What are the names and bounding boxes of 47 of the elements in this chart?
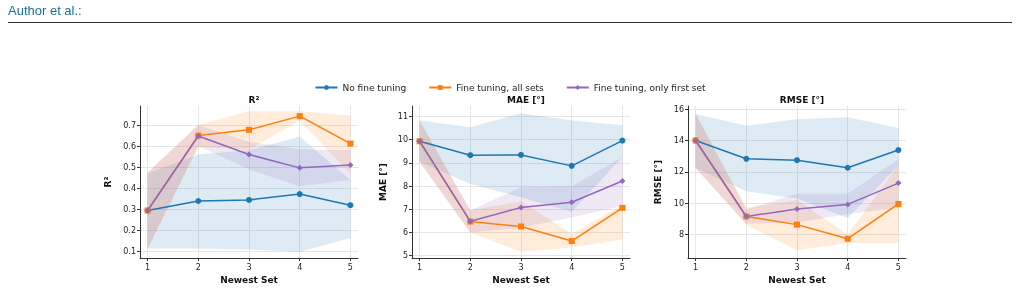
legend-label: No fine tuning [342, 82, 407, 93]
x-tick-label: 5 [619, 262, 625, 272]
x-tick-label: 3 [246, 262, 252, 272]
chart-title: MAE [°] [507, 94, 545, 105]
y-tick-label: 9 [402, 158, 408, 168]
y-tick-label: 7 [402, 204, 408, 214]
y-tick-label: 0.7 [123, 120, 136, 130]
y-tick-label: 10 [397, 135, 408, 145]
x-tick-label: 2 [467, 262, 473, 272]
y-axis-title: RMSE [°] [653, 159, 664, 205]
x-tick-label: 4 [845, 262, 851, 272]
text: Author et al.: [8, 3, 82, 18]
x-tick-label: 1 [145, 262, 151, 272]
y-tick-label: 6 [402, 227, 408, 237]
x-tick-label: 4 [297, 262, 303, 272]
x-tick-label: 1 [693, 262, 699, 272]
y-tick-label: 0.5 [123, 162, 136, 172]
x-tick-label: 2 [195, 262, 201, 272]
y-tick-label: 12 [673, 167, 684, 177]
x-tick-label: 5 [347, 262, 353, 272]
y-axis-title: MAE [°] [377, 163, 388, 201]
x-axis-title: Newest Set [220, 275, 279, 286]
x-tick-label: 5 [895, 262, 901, 272]
x-tick-label: 3 [518, 262, 524, 272]
x-axis-title: Newest Set [492, 275, 551, 286]
y-tick-label: 8 [678, 229, 684, 239]
y-tick-label: 0.2 [123, 226, 136, 236]
y-axis-title: R² [102, 176, 113, 188]
y-tick-label: 0.3 [123, 204, 136, 214]
y-tick-label: 5 [402, 251, 408, 261]
x-tick-label: 1 [417, 262, 423, 272]
chart-title: R² [248, 94, 260, 105]
chart-title: RMSE [°] [779, 94, 825, 105]
y-tick-label: 8 [402, 181, 408, 191]
y-tick-label: 10 [673, 198, 684, 208]
x-tick-label: 4 [569, 262, 575, 272]
y-tick-label: 0.6 [123, 141, 136, 151]
x-axis-title: Newest Set [768, 275, 827, 286]
y-tick-label: 16 [673, 104, 684, 114]
y-tick-label: 11 [397, 111, 408, 121]
legend-label: Fine tuning, only first set [593, 82, 706, 93]
x-tick-label: 3 [794, 262, 800, 272]
x-tick-label: 2 [743, 262, 749, 272]
y-tick-label: 14 [673, 135, 684, 145]
legend-label: Fine tuning, all sets [456, 82, 545, 93]
y-tick-label: 0.4 [123, 183, 136, 193]
y-tick-label: 0.1 [123, 247, 136, 257]
